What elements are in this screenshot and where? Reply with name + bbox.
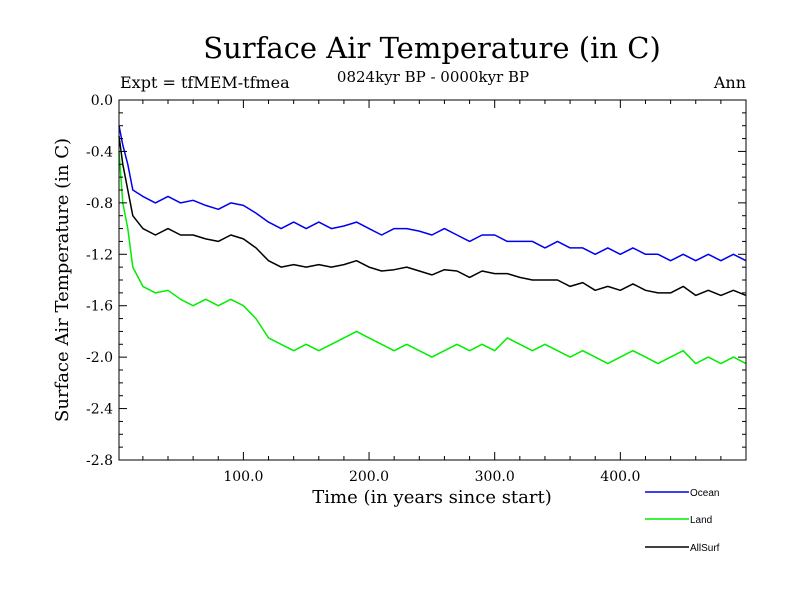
legend-label-allsurf: AllSurf — [690, 543, 720, 554]
y-tick-label: -1.6 — [86, 299, 113, 315]
chart-title: Surface Air Temperature (in C) — [203, 31, 661, 65]
y-tick-label: -2.0 — [86, 350, 113, 366]
y-axis-label: Surface Air Temperature (in C) — [52, 138, 73, 422]
y-tick-label: -0.8 — [86, 196, 113, 212]
y-tick-label: -1.2 — [86, 247, 113, 263]
experiment-label: Expt = tfMEM-tfmea — [120, 73, 290, 92]
x-tick-label: 100.0 — [223, 469, 263, 485]
x-axis-label: Time (in years since start) — [312, 487, 552, 508]
legend-label-ocean: Ocean — [690, 488, 719, 499]
y-tick-label: -2.4 — [86, 402, 113, 418]
legend: Ocean Land AllSurf — [645, 488, 720, 554]
series-line-allsurf — [118, 135, 747, 297]
series-line-ocean — [118, 125, 747, 262]
series-layer — [118, 125, 747, 365]
x-tick-label: 200.0 — [349, 469, 389, 485]
plot-frame — [118, 99, 747, 461]
y-tick-label: 0.0 — [91, 93, 113, 109]
y-tick-label: -0.4 — [86, 144, 113, 160]
x-tick-label: 300.0 — [475, 469, 515, 485]
chart-subtitle: 0824kyr BP - 0000kyr BP — [337, 68, 529, 86]
y-tick-label: -2.8 — [86, 453, 113, 469]
legend-label-land: Land — [690, 515, 712, 526]
season-label: Ann — [713, 73, 746, 92]
ticks-layer: 100.0 200.0 300.0 400.0 0.0 -0.4 -0.8 -1.2 -1.6 -… — [86, 93, 746, 485]
series-line-land — [118, 151, 747, 365]
x-tick-label: 400.0 — [600, 469, 640, 485]
